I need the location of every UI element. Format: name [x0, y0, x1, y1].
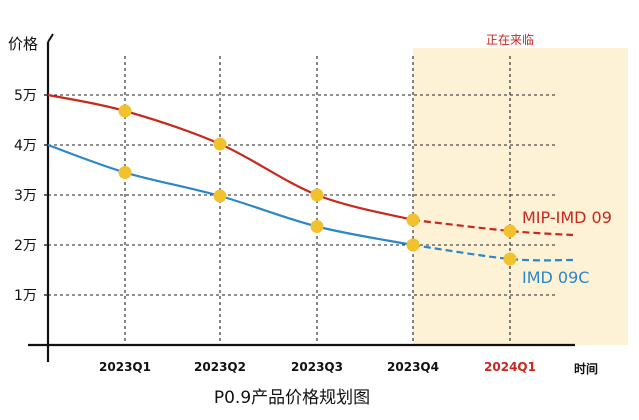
data-point	[118, 166, 132, 179]
series-line-dashed	[412, 243, 574, 262]
y-axis-tip	[47, 33, 54, 43]
y-tick-label: 5万	[14, 88, 37, 104]
data-point	[213, 137, 227, 151]
y-tick-label: 2万	[14, 238, 37, 254]
x-tick-label: 2024Q1	[484, 360, 536, 374]
data-point	[310, 188, 324, 202]
x-tick-label: 2023Q2	[194, 360, 246, 374]
x-tick-label: 2023Q4	[387, 360, 439, 374]
data-point	[503, 252, 517, 266]
x-axis-label: 时间	[574, 361, 598, 376]
data-point	[213, 189, 227, 203]
y-axis-label: 价格	[8, 35, 38, 53]
x-tick-label: 2023Q3	[291, 360, 343, 374]
upcoming-region-label: 正在来临	[486, 33, 534, 47]
data-point	[118, 104, 132, 118]
data-point	[503, 224, 517, 238]
data-point	[406, 213, 420, 227]
data-point	[406, 238, 420, 252]
data-point	[310, 220, 324, 233]
chart-title: P0.9产品价格规划图	[214, 388, 370, 408]
series-line-solid	[47, 93, 414, 222]
x-tick-label: 2023Q1	[99, 360, 151, 374]
y-tick-label: 4万	[14, 138, 37, 154]
y-tick-label: 3万	[14, 188, 37, 204]
series-label: MIP-IMD 09	[522, 208, 612, 227]
y-tick-label: 1万	[14, 288, 37, 304]
series-line-dashed	[412, 218, 574, 237]
series-label: IMD 09C	[522, 268, 589, 287]
upcoming-region-shade	[413, 48, 628, 345]
